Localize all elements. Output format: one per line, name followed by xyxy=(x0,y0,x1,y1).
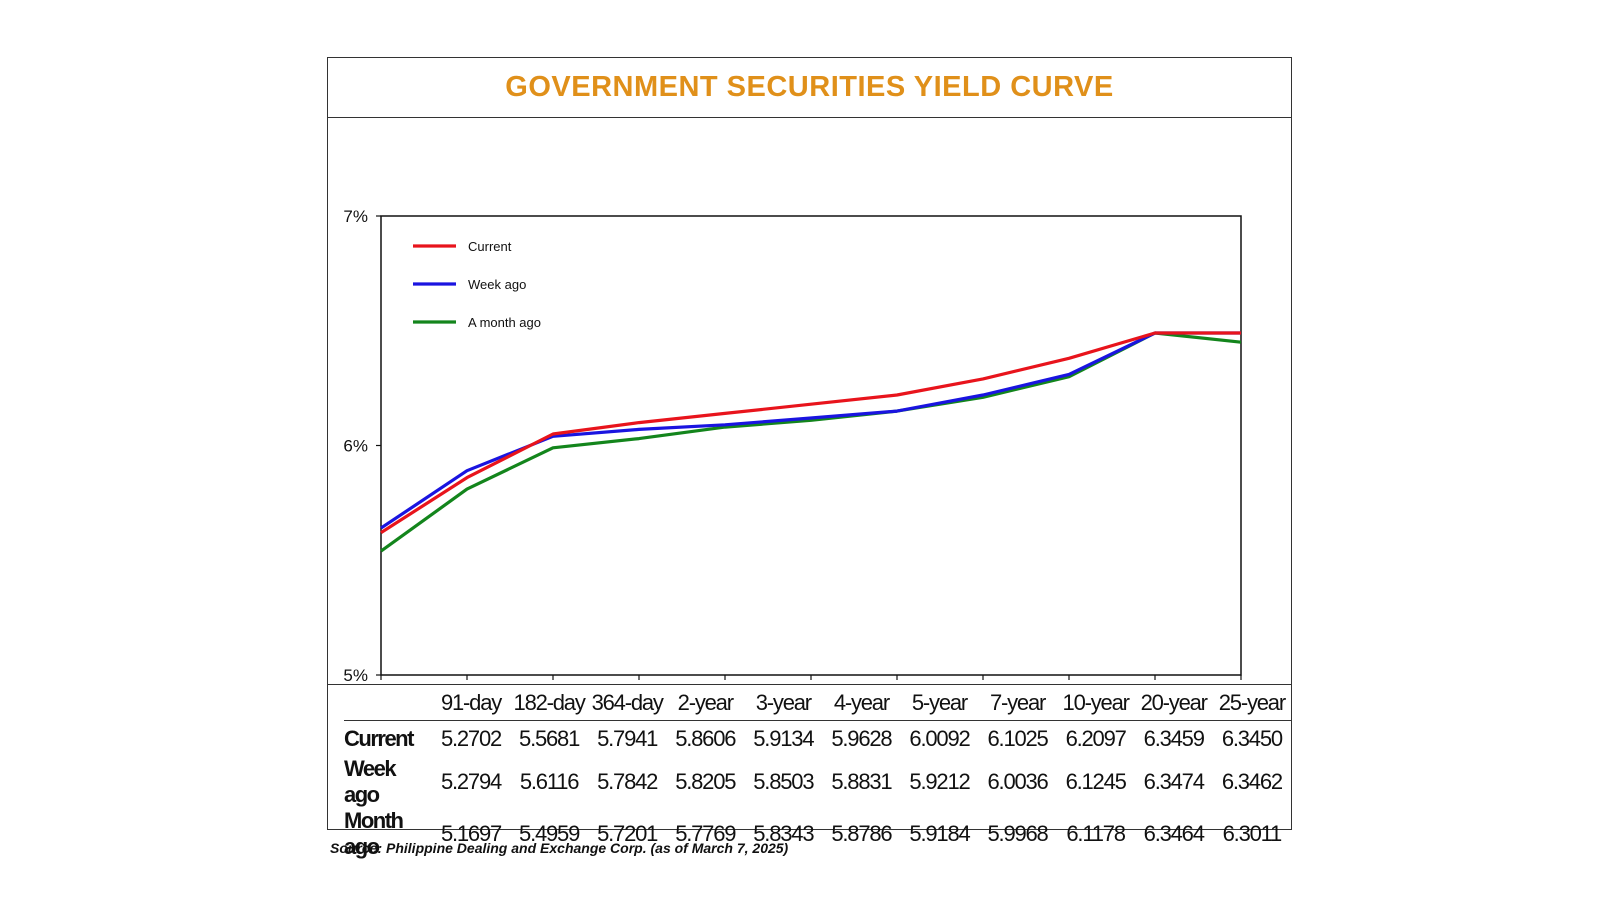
table-column-header: 10-year xyxy=(1056,685,1135,721)
table-cell: 6.3011 xyxy=(1222,821,1283,846)
yield-table-header: 91-day 182-day 364-day 2-year 3-year 4-year 5-… xyxy=(344,685,1291,721)
series-line-current xyxy=(380,331,1241,535)
table-cell: 5.1697 xyxy=(440,821,502,846)
table-cell: 6.1245 xyxy=(1065,769,1127,794)
table-cell: 5.2702 xyxy=(440,725,502,751)
chart-frame: GOVERNMENT SECURITIES YIELD CURVE 5% 6% 7%… xyxy=(327,57,1292,859)
chart-title: GOVERNMENT SECURITIES YIELD CURVE xyxy=(505,71,1114,103)
series-line-a-month-ago xyxy=(380,331,1242,553)
table-cell: 5.9212 xyxy=(909,769,970,794)
table-cell: 5.4959 xyxy=(519,821,580,846)
table-cell: 5.9184 xyxy=(909,821,970,846)
y-tick-label: 6% xyxy=(343,437,368,456)
legend-label: Week ago xyxy=(468,277,526,292)
table-cell: 6.0036 xyxy=(987,769,1049,794)
table-column-header: 2-year xyxy=(666,685,745,721)
table-cell: 5.7941 xyxy=(597,725,658,751)
table-column-header: 4-year xyxy=(822,685,901,721)
table-cell: 5.8503 xyxy=(753,769,814,794)
table-cell: 5.9968 xyxy=(987,821,1049,846)
table-column-header: 20-year xyxy=(1134,685,1213,721)
table-column-header: 182-day xyxy=(510,685,589,721)
table-cell: 5.7769 xyxy=(675,821,736,846)
table-cell: 5.5681 xyxy=(519,725,580,751)
table-column-header: 25-year xyxy=(1212,685,1291,721)
table-cell: 6.3464 xyxy=(1143,821,1205,846)
table-column-header: 91-day xyxy=(431,685,511,721)
table-cell: 5.8831 xyxy=(831,769,892,794)
table-cell: 5.8786 xyxy=(831,821,892,846)
y-tick-label: 7% xyxy=(343,207,368,226)
table-cell: 6.2097 xyxy=(1065,725,1127,751)
table-column-header: 3-year xyxy=(744,685,823,721)
table-cell: 6.1025 xyxy=(987,725,1049,751)
table-row-label: Month ago xyxy=(344,808,404,859)
table-cell: 5.6116 xyxy=(519,769,580,794)
table-cell: 5.8205 xyxy=(675,769,736,794)
table-cell: 6.3462 xyxy=(1221,769,1283,794)
table-cell: 5.9628 xyxy=(831,725,892,751)
table-row-label: Week ago xyxy=(344,756,397,807)
table-corner xyxy=(344,685,432,721)
table-cell: 6.0092 xyxy=(909,725,970,751)
table-cell: 5.7201 xyxy=(597,821,658,846)
table-row-label: Current xyxy=(344,725,414,751)
legend-label: A month ago xyxy=(468,315,541,330)
table-cell: 5.2794 xyxy=(440,769,502,794)
table-column-header: 5-year xyxy=(900,685,979,721)
table-row: Week ago 5.2794 5.6116 5.7842 5.8205 5.8503 5.… xyxy=(344,756,1291,808)
table-cell: 5.7842 xyxy=(597,769,658,794)
yield-table: 91-day 182-day 364-day 2-year 3-year 4-year 5-… xyxy=(344,685,1291,860)
table-column-header: 7-year xyxy=(978,685,1057,721)
table-cell: 6.1178 xyxy=(1066,821,1126,846)
yield-curve-chart: 5%6%7%91-day182-day364-day2-year3-year4-… xyxy=(343,207,1242,684)
table-cell: 6.3450 xyxy=(1221,725,1283,751)
table-row: Current 5.2702 5.5681 5.7941 5.8606 5.9134 5.9… xyxy=(344,721,1291,757)
table-row: Month ago 5.1697 5.4959 5.7201 5.7769 5.8343 5… xyxy=(344,808,1291,860)
table-cell: 5.8343 xyxy=(753,821,814,846)
table-column-header: 364-day xyxy=(588,685,667,721)
table-cell: 6.3459 xyxy=(1143,725,1205,751)
title-bar: GOVERNMENT SECURITIES YIELD CURVE xyxy=(328,58,1291,118)
table-cell: 5.8606 xyxy=(675,725,736,751)
source-note: Source: Philippine Dealing and Exchange … xyxy=(330,840,789,856)
y-tick-label: 5% xyxy=(343,666,368,684)
yield-table-area: 91-day 182-day 364-day 2-year 3-year 4-year 5-… xyxy=(328,684,1291,859)
series-line-week-ago xyxy=(380,331,1241,530)
table-cell: 6.3474 xyxy=(1143,769,1205,794)
table-cell: 5.9134 xyxy=(753,725,814,751)
legend-label: Current xyxy=(468,239,512,254)
